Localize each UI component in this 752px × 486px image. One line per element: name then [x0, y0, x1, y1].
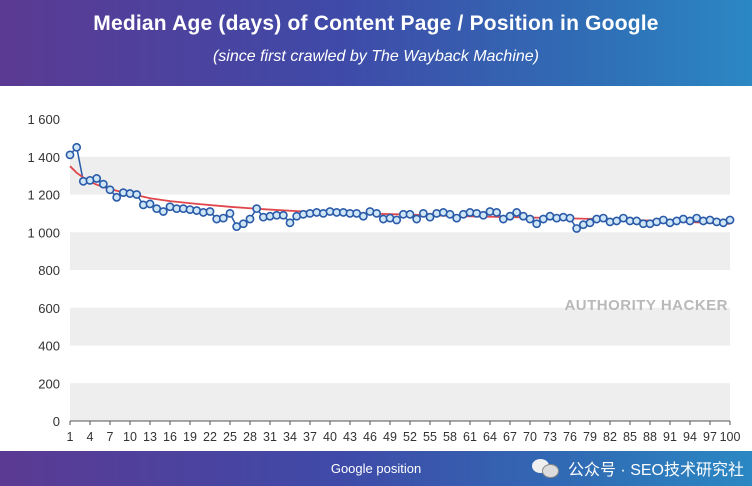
x-axis-label: Google position	[330, 461, 422, 476]
y-tick-label: 1 400	[27, 150, 60, 165]
data-point	[65, 150, 75, 160]
data-point	[478, 210, 488, 220]
grid-band	[70, 232, 730, 270]
x-tick-label: 100	[720, 430, 741, 444]
data-point	[98, 179, 108, 189]
data-point	[405, 209, 415, 219]
x-tick-label: 28	[243, 430, 257, 444]
x-tick-label: 31	[263, 430, 277, 444]
y-tick-label: 1 600	[27, 112, 60, 127]
x-tick-label: 46	[363, 430, 377, 444]
data-point	[572, 224, 582, 233]
x-tick-label: 76	[563, 430, 577, 444]
data-point	[445, 209, 455, 219]
x-tick-label: 4	[87, 430, 94, 444]
data-point	[358, 211, 368, 221]
x-tick-label: 91	[663, 430, 677, 444]
data-point	[565, 213, 575, 223]
chart-title: Median Age (days) of Content Page / Posi…	[93, 12, 659, 35]
x-tick-label: 88	[643, 430, 657, 444]
data-point	[72, 142, 82, 152]
x-tick-label: 49	[383, 430, 397, 444]
data-point	[412, 214, 422, 224]
data-point	[725, 215, 735, 225]
data-point	[492, 208, 502, 217]
data-point	[532, 219, 542, 229]
data-point	[158, 207, 168, 216]
data-point	[525, 214, 535, 224]
data-point	[145, 199, 155, 209]
chart-subtitle: (since first crawled by The Wayback Mach…	[212, 48, 540, 65]
y-tick-label: 0	[53, 414, 60, 429]
wechat-icon	[531, 457, 560, 479]
x-tick-label: 13	[143, 430, 157, 444]
grid-band	[70, 383, 730, 421]
x-tick-label: 61	[463, 430, 477, 444]
x-tick-label: 19	[183, 430, 197, 444]
data-point	[278, 210, 288, 220]
data-point	[218, 213, 228, 223]
data-point	[418, 208, 428, 218]
data-point	[425, 212, 435, 222]
x-tick-label: 34	[283, 430, 297, 444]
authority-hacker-watermark: AUTHORITY HACKER	[564, 297, 728, 314]
x-tick-label: 37	[303, 430, 317, 444]
data-point	[372, 208, 382, 218]
data-point	[92, 174, 102, 183]
x-tick-label: 10	[123, 430, 137, 444]
y-tick-label: 800	[38, 263, 60, 278]
x-tick-label: 79	[583, 430, 597, 444]
x-tick-label: 70	[523, 430, 537, 444]
data-point	[112, 192, 122, 202]
data-point	[238, 219, 248, 229]
x-tick-label: 16	[163, 430, 177, 444]
data-point	[205, 207, 215, 216]
data-point	[252, 204, 262, 214]
data-point	[512, 208, 522, 217]
x-tick-label: 40	[323, 430, 337, 444]
x-tick-label: 43	[343, 430, 357, 444]
x-tick-label: 1	[67, 430, 74, 444]
x-tick-label: 22	[203, 430, 217, 444]
x-tick-label: 82	[603, 430, 617, 444]
x-tick-label: 55	[423, 430, 437, 444]
x-tick-label: 97	[703, 430, 717, 444]
x-tick-label: 64	[483, 430, 497, 444]
y-tick-label: 400	[38, 339, 60, 354]
data-point	[225, 208, 235, 218]
y-tick-label: 600	[38, 301, 60, 316]
line-chart: 0 200 400 600 800 1 000 1 200 1 400 1 600 1 4 7 10 13…	[27, 112, 741, 444]
x-tick-label: 85	[623, 430, 637, 444]
y-tick-label: 1 200	[27, 188, 60, 203]
chart-footer: Google position 公众号 · SEO技术研究社	[0, 451, 752, 486]
wechat-watermark: 公众号 · SEO技术研究社	[531, 456, 744, 480]
y-tick-label: 1 000	[27, 225, 60, 240]
grid-band	[70, 156, 730, 195]
x-tick-label: 25	[223, 430, 237, 444]
x-tick-label: 58	[443, 430, 457, 444]
data-point	[585, 218, 595, 228]
x-tick-label: 7	[107, 430, 114, 444]
x-tick-label: 52	[403, 430, 417, 444]
chart-header: Median Age (days) of Content Page / Posi…	[0, 0, 752, 86]
grid-band	[70, 307, 730, 346]
data-point	[132, 190, 142, 199]
data-point	[392, 215, 402, 225]
y-tick-label: 200	[38, 376, 60, 391]
data-point	[452, 213, 462, 223]
data-point	[598, 213, 608, 223]
x-tick-label: 94	[683, 430, 697, 444]
data-point	[105, 185, 115, 195]
x-tick-label: 73	[543, 430, 557, 444]
data-point	[245, 214, 255, 224]
data-point	[285, 218, 295, 228]
wechat-watermark-text: 公众号 · SEO技术研究社	[567, 462, 744, 479]
data-point	[505, 211, 515, 221]
x-tick-label: 67	[503, 430, 517, 444]
